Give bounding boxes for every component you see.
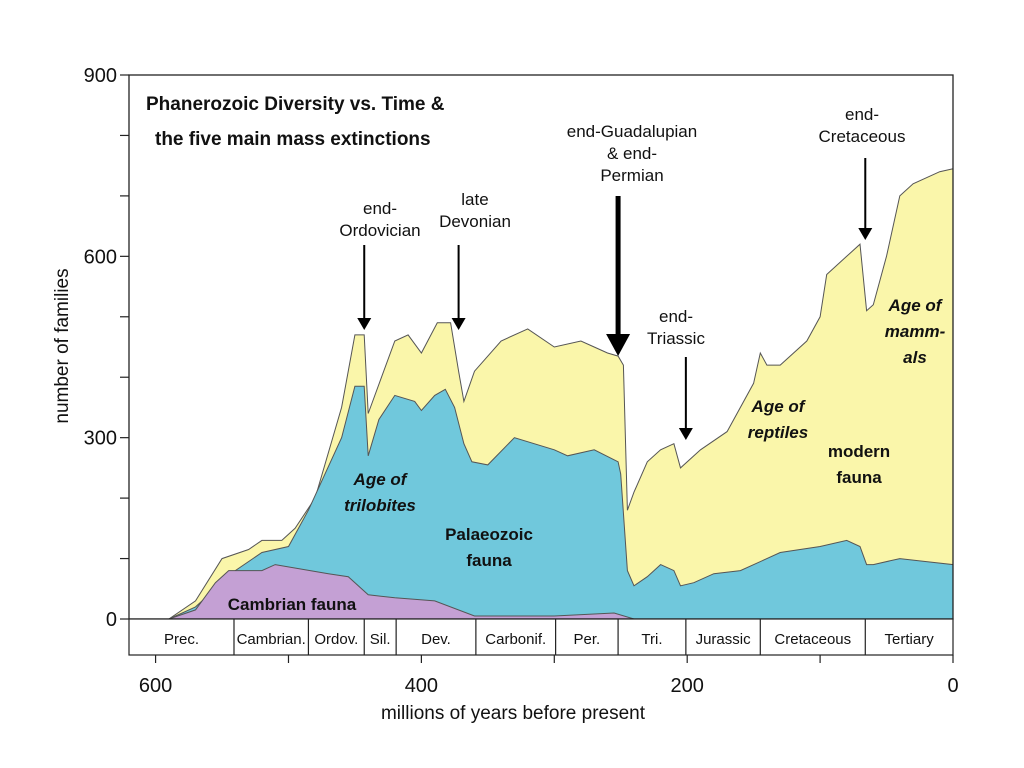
x-tick-label: 600 <box>139 675 172 697</box>
extinction-latedevonian: late Devonian <box>439 190 511 330</box>
extinction-end-guadalupian-end-permian: end-Guadalupian & end- Permian <box>567 122 697 356</box>
extinction-label: Triassic <box>647 329 705 348</box>
y-tick-label: 300 <box>84 428 117 450</box>
extinction-label: end- <box>845 105 879 124</box>
extinction-label: Ordovician <box>339 221 420 240</box>
period-label: Carbonif. <box>485 631 546 648</box>
x-tick-label: 0 <box>947 675 958 697</box>
region-label: modern <box>828 442 890 461</box>
period-label: Cambrian. <box>237 631 306 648</box>
extinction-arrow-head <box>858 228 873 240</box>
region-label: fauna <box>836 468 882 487</box>
region-label: Age of <box>353 470 409 489</box>
region-label: reptiles <box>748 423 808 442</box>
extinction-label: Cretaceous <box>819 127 906 146</box>
period-label: Per. <box>574 631 601 648</box>
period-label: Prec. <box>164 631 199 648</box>
extinction-end-cretaceous: end- Cretaceous <box>819 105 906 240</box>
period-bar-frame <box>128 618 954 656</box>
x-tick-label: 200 <box>671 675 704 697</box>
period-label: Ordov. <box>314 631 358 648</box>
y-axis-label: number of families <box>52 268 73 423</box>
region-label: Age of <box>888 296 944 315</box>
extinction-end-ordovician: end- Ordovician <box>339 199 421 330</box>
area-cambrian-fauna <box>168 564 953 620</box>
extinction-end-triassic: end- Triassic <box>647 307 705 440</box>
y-tick-label: 900 <box>84 65 117 87</box>
x-tick-label: 400 <box>405 675 438 697</box>
period-label: Tertiary <box>885 631 935 648</box>
region-label: fauna <box>466 551 512 570</box>
y-tick-label: 600 <box>84 246 117 268</box>
region-label: Palaeozoic <box>445 525 533 544</box>
extinction-arrow-head <box>357 318 372 330</box>
period-label: Cretaceous <box>774 631 851 648</box>
extinction-arrow-head <box>678 428 693 440</box>
extinction-arrow-head <box>451 318 466 330</box>
period-label: Jurassic <box>696 631 752 648</box>
extinction-label: end- <box>659 307 693 326</box>
fauna-areas <box>168 168 954 620</box>
region-labels: Cambrian fauna Age of trilobites Palaeozoic… <box>228 296 946 614</box>
extinction-label: end- <box>363 199 397 218</box>
y-tick-label: 0 <box>106 609 117 631</box>
region-label: Age of <box>751 397 807 416</box>
extinction-label: end-Guadalupian <box>567 122 697 141</box>
geologic-period-bar: Prec. Cambrian. Ordov. Sil. Dev. Carbonif. Per… <box>128 618 954 656</box>
extinction-annotations: end- Ordovician late Devonian end-Guadalupia… <box>339 105 905 440</box>
y-axis: 0 300 600 900 <box>84 65 129 631</box>
extinction-label: late <box>461 190 488 209</box>
extinction-label: & end- <box>607 144 657 163</box>
period-label: Sil. <box>370 631 391 648</box>
extinction-label: Permian <box>600 166 663 185</box>
region-label: trilobites <box>344 496 416 515</box>
x-axis-label: millions of years before present <box>381 703 646 724</box>
chart-title-line2: the five main mass extinctions <box>155 129 431 150</box>
region-label: mamm- <box>885 322 946 341</box>
extinction-arrow-head <box>606 334 631 356</box>
region-label: als <box>903 348 927 367</box>
area-palaeozoic-fauna <box>168 385 954 620</box>
x-axis: 600 400 200 0 <box>139 655 959 697</box>
chart-title: Phanerozoic Diversity vs. Time & <box>146 94 445 115</box>
extinction-label: Devonian <box>439 212 511 231</box>
region-label: Cambrian fauna <box>228 595 357 614</box>
period-label: Dev. <box>421 631 451 648</box>
period-label: Tri. <box>641 631 662 648</box>
